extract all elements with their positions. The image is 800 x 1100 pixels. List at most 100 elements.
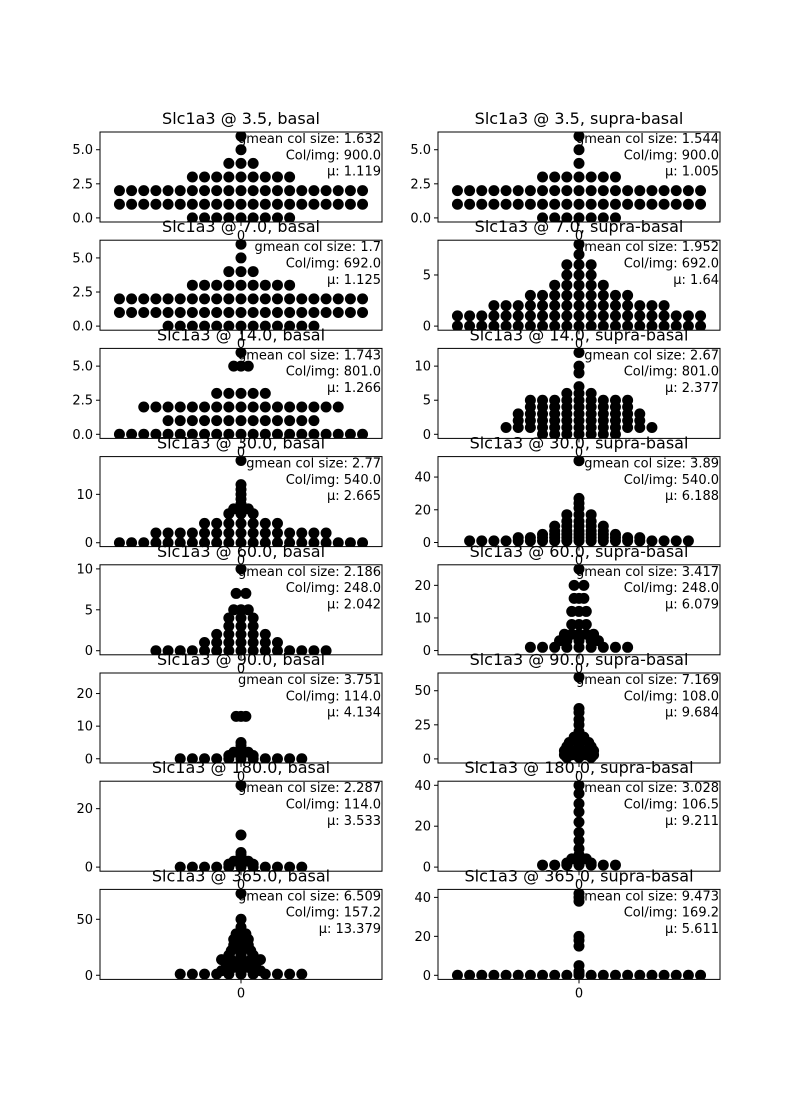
data-point — [296, 527, 308, 539]
data-point — [174, 320, 186, 331]
y-tick-label: 0 — [85, 969, 93, 984]
data-point — [223, 415, 235, 427]
stat-annotation: μ: 13.379 — [319, 922, 381, 937]
data-point — [296, 185, 308, 197]
data-point — [320, 428, 332, 439]
y-tick-label: 40 — [414, 471, 431, 486]
data-point — [573, 702, 585, 714]
stat-annotation: μ: 5.611 — [665, 922, 719, 937]
stat-annotation: μ: 1.005 — [665, 165, 719, 180]
y-tick-label: 5 — [423, 394, 431, 409]
data-point — [524, 394, 536, 406]
data-point — [211, 637, 223, 649]
data-point — [573, 787, 585, 799]
data-point — [597, 859, 609, 871]
data-point — [488, 185, 500, 197]
data-point — [242, 360, 254, 372]
data-point — [186, 537, 198, 547]
data-point — [357, 306, 369, 318]
data-point — [235, 537, 247, 547]
data-point — [259, 279, 271, 291]
stat-annotation: gmean col size: 9.473 — [576, 889, 719, 904]
data-point — [476, 320, 488, 331]
data-point — [271, 320, 283, 331]
stat-annotation: Col/img: 900.0 — [286, 148, 381, 163]
data-point — [271, 401, 283, 413]
data-point — [344, 185, 356, 197]
data-point — [284, 279, 296, 291]
x-tick-label: 0 — [575, 662, 583, 677]
data-point — [585, 279, 597, 291]
data-point — [235, 387, 247, 399]
data-point — [259, 861, 271, 872]
data-point — [634, 310, 646, 322]
y-tick-label: 10 — [76, 720, 93, 735]
y-tick-label: 0 — [85, 861, 93, 876]
data-point — [259, 517, 271, 529]
x-tick-label: 0 — [237, 337, 245, 352]
data-point — [150, 537, 162, 547]
data-point — [500, 969, 512, 980]
data-point — [235, 527, 247, 539]
data-point — [247, 306, 259, 318]
data-point — [585, 212, 597, 222]
data-point — [235, 913, 247, 925]
data-point — [476, 535, 488, 547]
data-point — [585, 171, 597, 183]
data-point — [512, 408, 524, 420]
data-point — [476, 185, 488, 197]
data-point — [186, 645, 198, 655]
data-point — [211, 198, 223, 210]
data-point — [609, 859, 621, 871]
x-tick-label: 0 — [575, 337, 583, 352]
data-point — [271, 753, 283, 763]
y-tick-label: 0 — [423, 536, 431, 551]
data-point — [186, 279, 198, 291]
data-point — [271, 198, 283, 210]
data-point — [271, 171, 283, 183]
data-point — [634, 969, 646, 980]
y-tick-label: 20 — [414, 503, 431, 518]
data-point — [609, 212, 621, 222]
data-point — [150, 527, 162, 539]
data-point — [242, 604, 254, 616]
data-point — [223, 171, 235, 183]
data-point — [488, 310, 500, 322]
data-point — [235, 198, 247, 210]
data-point — [308, 320, 320, 331]
data-points — [113, 348, 369, 439]
data-point — [223, 279, 235, 291]
data-point — [235, 645, 247, 655]
subplot-title: Slc1a3 @ 14.0, basal — [157, 325, 325, 344]
data-point — [451, 198, 463, 210]
x-tick-label: 0 — [237, 770, 245, 785]
data-point — [150, 401, 162, 413]
y-tick-label: 40 — [414, 779, 431, 794]
data-point — [247, 185, 259, 197]
y-tick-label: 20 — [76, 687, 93, 702]
subplot-title: Slc1a3 @ 90.0, supra-basal — [470, 650, 689, 669]
data-point — [561, 969, 573, 980]
x-tick-label: 0 — [575, 770, 583, 785]
data-point — [223, 198, 235, 210]
data-points — [451, 889, 707, 980]
data-point — [597, 198, 609, 210]
data-point — [247, 279, 259, 291]
data-point — [259, 428, 271, 439]
data-point — [573, 249, 585, 261]
subplot-2: 0.0 2.5 5.0 0 gmean col size: 1.544Col/img: … — [410, 109, 721, 244]
data-point — [199, 279, 211, 291]
data-point — [622, 320, 634, 331]
data-point — [235, 628, 247, 640]
data-point — [578, 592, 590, 604]
data-point — [646, 198, 658, 210]
data-point — [537, 394, 549, 406]
data-point — [609, 171, 621, 183]
data-point — [240, 587, 252, 599]
data-point — [573, 492, 585, 504]
data-point — [271, 645, 283, 655]
data-point — [296, 428, 308, 439]
data-point — [186, 293, 198, 305]
data-point — [320, 306, 332, 318]
